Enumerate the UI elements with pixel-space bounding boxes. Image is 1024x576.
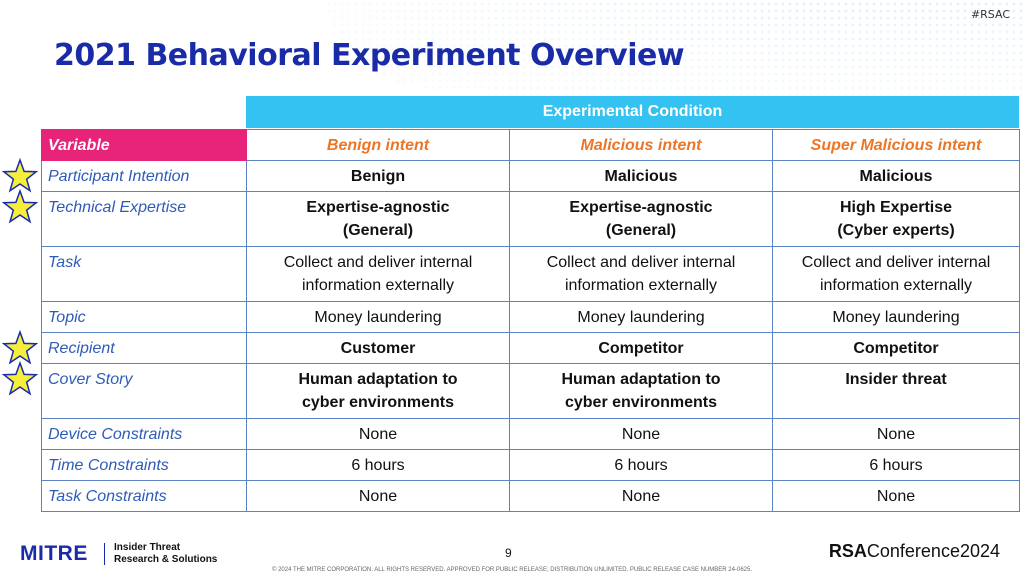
- rsac-hashtag: #RSAC: [970, 8, 1010, 21]
- variable-name-cell: Task: [41, 246, 247, 302]
- cell-text-line: (Cyber experts): [837, 222, 955, 239]
- table-row: Technical Expertise Expertise-agnostic (Ge…: [41, 191, 1020, 247]
- cell-text-line: cyber environments: [564, 394, 718, 411]
- condition-value-cell: Benign: [246, 160, 510, 192]
- variable-name-cell: Topic: [41, 301, 247, 333]
- condition-value-cell: Expertise-agnostic (General): [509, 191, 773, 247]
- condition-value-cell: Collect and deliver internal information …: [509, 246, 773, 302]
- condition-value-cell: 6 hours: [772, 449, 1020, 481]
- mitre-logo: MITRE: [20, 542, 88, 565]
- cell-text-line: Collect and deliver internal: [801, 254, 991, 271]
- page-title: 2021 Behavioral Experiment Overview: [54, 38, 685, 73]
- condition-value-cell: None: [772, 480, 1020, 512]
- cell-text-line: Expertise-agnostic: [306, 199, 450, 216]
- variable-name-cell: Time Constraints: [41, 449, 247, 481]
- table-row: Participant Intention Benign Malicious Mali…: [41, 160, 1020, 192]
- condition-value-cell: Malicious: [509, 160, 773, 192]
- condition-header-cell: Super Malicious intent: [772, 129, 1020, 161]
- star-icon: [2, 189, 38, 224]
- variable-name-cell: Participant Intention: [41, 160, 247, 192]
- cell-text-line: (General): [342, 222, 414, 239]
- variable-name-cell: Recipient: [41, 332, 247, 364]
- table-row: Recipient Customer Competitor Competitor: [41, 332, 1020, 364]
- condition-value-cell: Expertise-agnostic (General): [246, 191, 510, 247]
- condition-value-cell: Competitor: [772, 332, 1020, 364]
- condition-value-cell: Money laundering: [246, 301, 510, 333]
- logo-divider: [104, 543, 105, 565]
- star-icon: [2, 361, 38, 396]
- cell-text-line: Human adaptation to: [561, 371, 721, 388]
- condition-value-cell: None: [509, 418, 773, 450]
- cell-text-line: information externally: [564, 277, 718, 294]
- cell-text-line: (General): [605, 222, 677, 239]
- condition-value-cell: Money laundering: [772, 301, 1020, 333]
- table-row: Topic Money laundering Money laundering Mon…: [41, 301, 1020, 333]
- condition-header-cell: Malicious intent: [509, 129, 773, 161]
- page-number: 9: [505, 546, 512, 560]
- experiment-table: Variable Benign intent Malicious intent Sup…: [41, 129, 1020, 512]
- condition-value-cell: Malicious: [772, 160, 1020, 192]
- condition-value-cell: Human adaptation to cyber environments: [509, 363, 773, 419]
- cell-text-line: information externally: [819, 277, 973, 294]
- condition-header-cell: Benign intent: [246, 129, 510, 161]
- star-icon: [2, 158, 38, 193]
- table-row: Task Constraints None None None: [41, 480, 1020, 512]
- cell-text-line: High Expertise: [839, 199, 953, 216]
- table-row: Cover Story Human adaptation to cyber envi…: [41, 363, 1020, 419]
- cell-text-line: cyber environments: [301, 394, 455, 411]
- table-row: Device Constraints None None None: [41, 418, 1020, 450]
- condition-value-cell: Competitor: [509, 332, 773, 364]
- table-row: Time Constraints 6 hours 6 hours 6 hours: [41, 449, 1020, 481]
- star-icon: [2, 330, 38, 365]
- variable-name-cell: Technical Expertise: [41, 191, 247, 247]
- variable-name-cell: Device Constraints: [41, 418, 247, 450]
- condition-value-cell: 6 hours: [246, 449, 510, 481]
- cell-text-line: information externally: [301, 277, 455, 294]
- condition-value-cell: None: [246, 480, 510, 512]
- variable-name-cell: Cover Story: [41, 363, 247, 419]
- condition-value-cell: Money laundering: [509, 301, 773, 333]
- condition-value-cell: Collect and deliver internal information …: [772, 246, 1020, 302]
- experimental-condition-header: Experimental Condition: [246, 96, 1019, 128]
- rsa-conference-logo: RSAConference2024: [828, 541, 1000, 561]
- dot-pattern-background: [326, 2, 1023, 104]
- condition-value-cell: High Expertise (Cyber experts): [772, 191, 1020, 247]
- cell-text-line: Human adaptation to: [298, 371, 458, 388]
- insider-threat-unit: Insider Threat Research & Solutions: [114, 542, 218, 565]
- condition-value-cell: Customer: [246, 332, 510, 364]
- variable-header-cell: Variable: [41, 129, 247, 161]
- cell-text-line: Expertise-agnostic: [569, 199, 713, 216]
- cell-text-line: Collect and deliver internal: [546, 254, 736, 271]
- condition-value-cell: None: [772, 418, 1020, 450]
- condition-value-cell: None: [246, 418, 510, 450]
- condition-value-cell: Insider threat: [772, 363, 1020, 419]
- table-row: Task Collect and deliver internal informat…: [41, 246, 1020, 302]
- cell-text-line: Collect and deliver internal: [283, 254, 473, 271]
- condition-value-cell: Human adaptation to cyber environments: [246, 363, 510, 419]
- condition-value-cell: Collect and deliver internal information …: [246, 246, 510, 302]
- copyright-notice: © 2024 THE MITRE CORPORATION. ALL RIGHTS…: [272, 567, 752, 573]
- cell-text-line: Insider threat: [845, 371, 947, 388]
- condition-value-cell: None: [509, 480, 773, 512]
- condition-value-cell: 6 hours: [509, 449, 773, 481]
- column-header-row: Variable Benign intent Malicious intent Sup…: [41, 129, 1020, 161]
- variable-name-cell: Task Constraints: [41, 480, 247, 512]
